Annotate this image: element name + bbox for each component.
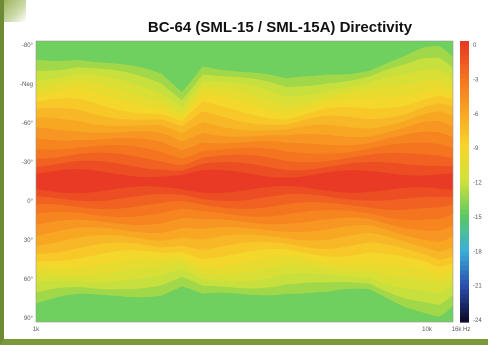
y-tick-label: -30° <box>22 160 34 166</box>
colorbar-tick-label: -15 <box>473 215 482 221</box>
colorbar-segment <box>460 312 469 318</box>
colorbar-segment <box>460 242 469 248</box>
colorbar-segment <box>460 162 469 169</box>
y-tick-label: 30° <box>24 238 34 244</box>
colorbar-segment <box>460 195 469 201</box>
colorbar-segment <box>460 176 469 183</box>
colorbar-segment <box>460 83 469 89</box>
colorbar-segment <box>460 78 469 84</box>
colorbar-segment <box>460 55 469 61</box>
colorbar-segment <box>460 209 469 215</box>
colorbar-segment <box>460 218 469 225</box>
y-tick-label: -60° <box>22 121 34 127</box>
colorbar-segment <box>460 307 469 314</box>
colorbar-tick-label: -3 <box>473 77 479 83</box>
colorbar-segment <box>460 125 469 131</box>
x-tick-label: 10k <box>422 327 433 333</box>
colorbar-segment <box>460 69 469 75</box>
colorbar-segment <box>460 97 469 103</box>
colorbar-segment <box>460 228 469 234</box>
colorbar-segment <box>460 115 469 122</box>
colorbar-segment <box>460 293 469 300</box>
colorbar-segment <box>460 247 469 253</box>
colorbar-tick-label: 0 <box>473 43 477 49</box>
colorbar-segment <box>460 50 469 56</box>
x-tick-label: 16k Hz <box>452 327 471 333</box>
colorbar-segment <box>460 317 469 323</box>
colorbar-segment <box>460 172 469 178</box>
colorbar-segment <box>460 106 469 112</box>
colorbar-segment <box>460 139 469 145</box>
colorbar-segment <box>460 284 469 290</box>
colorbar-segment <box>460 289 469 295</box>
colorbar <box>460 41 469 323</box>
y-tick-label: -Neg <box>20 82 33 88</box>
colorbar-tick-label: -21 <box>473 284 482 290</box>
colorbar-segment <box>460 87 469 94</box>
colorbar-segment <box>460 181 469 187</box>
colorbar-segment <box>460 275 469 281</box>
chart-title: BC-64 (SML-15 / SML-15A) Directivity <box>147 19 413 36</box>
colorbar-segment <box>460 186 469 192</box>
x-axis-ticks: 1k 10k 16k Hz <box>33 327 471 333</box>
colorbar-segment <box>460 261 469 267</box>
colorbar-segment <box>460 59 469 66</box>
colorbar-segment <box>460 148 469 154</box>
colorbar-segment <box>460 64 469 70</box>
colorbar-segment <box>460 200 469 206</box>
y-tick-label: 90° <box>24 316 34 322</box>
heatmap-plot <box>35 40 454 323</box>
colorbar-segment <box>460 251 469 258</box>
plot-border <box>35 40 454 323</box>
colorbar-ticks: 0 -3 -6 -9 -12 -15 -18 -21 -24 <box>473 43 482 324</box>
colorbar-tick-label: -12 <box>473 181 482 187</box>
colorbar-segment <box>460 223 469 229</box>
colorbar-segment <box>460 167 469 173</box>
colorbar-tick-label: -6 <box>473 112 479 118</box>
colorbar-segment <box>460 45 469 51</box>
colorbar-segment <box>460 190 469 197</box>
colorbar-segment <box>460 214 469 220</box>
colorbar-segment <box>460 111 469 117</box>
colorbar-segment <box>460 120 469 126</box>
colorbar-tick-label: -9 <box>473 146 479 152</box>
colorbar-segment <box>460 144 469 150</box>
colorbar-segment <box>460 233 469 239</box>
y-tick-label: 0° <box>27 199 33 205</box>
colorbar-segment <box>460 129 469 136</box>
colorbar-segment <box>460 256 469 262</box>
colorbar-segment <box>460 279 469 286</box>
colorbar-tick-label: -18 <box>473 249 482 255</box>
colorbar-segment <box>460 41 469 47</box>
y-tick-label: -80° <box>22 43 34 49</box>
y-axis-ticks: -80° -Neg -60° -30° 0° 30° 60° 90° <box>20 43 34 322</box>
corner-accent <box>4 0 26 22</box>
colorbar-segment <box>460 204 469 211</box>
colorbar-segment <box>460 153 469 159</box>
colorbar-segment <box>460 265 469 272</box>
colorbar-segment <box>460 158 469 164</box>
colorbar-segment <box>460 270 469 276</box>
colorbar-segment <box>460 101 469 108</box>
colorbar-segment <box>460 73 469 80</box>
x-tick-label: 1k <box>33 327 40 333</box>
colorbar-segment <box>460 92 469 98</box>
colorbar-segment <box>460 134 469 140</box>
colorbar-segment <box>460 303 469 309</box>
contour-band <box>36 169 453 194</box>
colorbar-tick-label: -24 <box>473 318 482 324</box>
colorbar-segment <box>460 237 469 243</box>
colorbar-segment <box>460 298 469 304</box>
y-tick-label: 60° <box>24 277 34 283</box>
